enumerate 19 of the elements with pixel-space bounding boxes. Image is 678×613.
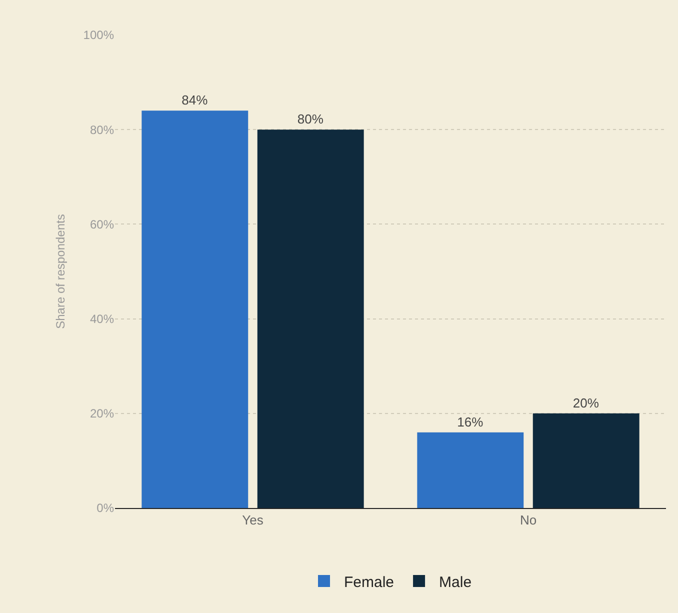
data-label: 84%	[182, 92, 208, 108]
y-tick-label: 100%	[83, 28, 114, 42]
y-axis-title: Share of respondents	[54, 214, 68, 329]
y-tick-label: 0%	[96, 501, 114, 516]
legend-label: Male	[439, 574, 472, 591]
x-tick-label: Yes	[242, 512, 264, 528]
y-tick-label: 20%	[90, 406, 114, 421]
data-label: 16%	[457, 414, 484, 430]
legend-label: Female	[344, 574, 394, 591]
bar	[532, 413, 640, 508]
bar	[417, 432, 524, 508]
y-tick-label: 80%	[90, 122, 114, 137]
bar	[257, 130, 364, 508]
x-tick-label: No	[520, 512, 537, 528]
data-label: 20%	[572, 395, 600, 410]
data-label: 80%	[297, 112, 324, 127]
y-tick-label: 40%	[90, 312, 114, 326]
y-tick-label: 60%	[90, 217, 114, 232]
bar	[142, 110, 248, 508]
